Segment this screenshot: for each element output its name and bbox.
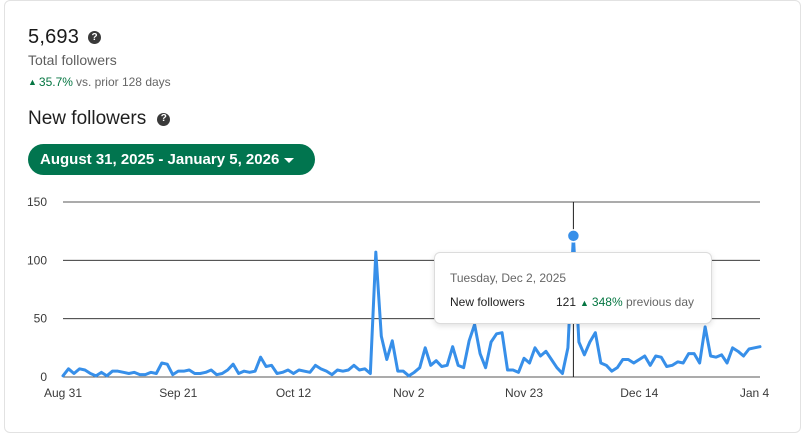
x-tick-label: Aug 31 [44,386,82,400]
tooltip-change-percent: 348% [591,295,623,309]
chart-tooltip: Tuesday, Dec 2, 2025 New followers 121 ▲… [434,252,712,324]
growth-delta-percent: 35.7% [38,75,73,89]
growth-delta: ▲ 35.7% vs. prior 128 days [28,75,171,89]
tooltip-label: New followers [450,295,525,309]
total-followers-value: 5,693 [28,26,80,48]
caret-down-icon [284,157,295,163]
series-line [61,234,762,378]
total-followers-row: 5,693 ? [28,26,102,49]
x-tick-label: Dec 14 [620,386,658,400]
new-followers-header: New followers ? [28,108,171,130]
tooltip-date: Tuesday, Dec 2, 2025 [450,271,567,285]
y-tick-label: 100 [27,253,47,267]
total-followers-label: Total followers [28,52,117,68]
growth-delta-suffix: vs. prior 128 days [75,75,171,89]
date-range-button[interactable]: August 31, 2025 - January 5, 2026 [28,144,315,175]
triangle-up-icon: ▲ [28,77,37,87]
chart-x-ticks: Aug 31 Sep 21 Oct 12 Nov 2 Nov 23 Dec 14 Jan 4 [44,386,770,400]
followers-card: 5,693 ? Total followers ▲ 35.7% vs. prio… [4,0,801,433]
x-tick-label: Nov 2 [393,386,425,400]
question-mark-circle-icon[interactable]: ? [157,112,171,126]
question-mark-circle-icon[interactable]: ? [88,31,102,44]
tooltip-value: 121 [556,295,577,309]
x-tick-label: Oct 12 [276,386,312,400]
x-tick-label: Jan 4 [740,386,770,400]
section-title: New followers [28,108,147,129]
triangle-up-icon: ▲ [580,298,589,308]
chart-y-ticks: 0 50 100 150 [27,195,47,384]
y-tick-label: 150 [27,195,47,209]
tooltip-change: ▲ 348% previous day [580,295,694,309]
x-tick-label: Nov 23 [505,386,543,400]
tooltip-change-suffix: previous day [625,295,695,309]
date-range-label: August 31, 2025 - January 5, 2026 [40,151,280,168]
y-tick-label: 0 [40,370,47,384]
hover-data-point[interactable] [566,229,581,243]
x-tick-label: Sep 21 [159,386,197,400]
y-tick-label: 50 [34,312,48,326]
